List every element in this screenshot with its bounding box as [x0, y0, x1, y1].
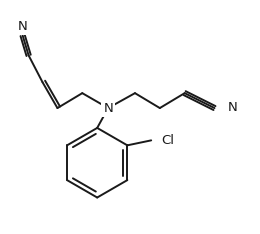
Text: N: N	[103, 102, 113, 115]
Text: N: N	[228, 101, 237, 113]
Text: Cl: Cl	[161, 134, 174, 147]
Text: N: N	[18, 21, 28, 33]
